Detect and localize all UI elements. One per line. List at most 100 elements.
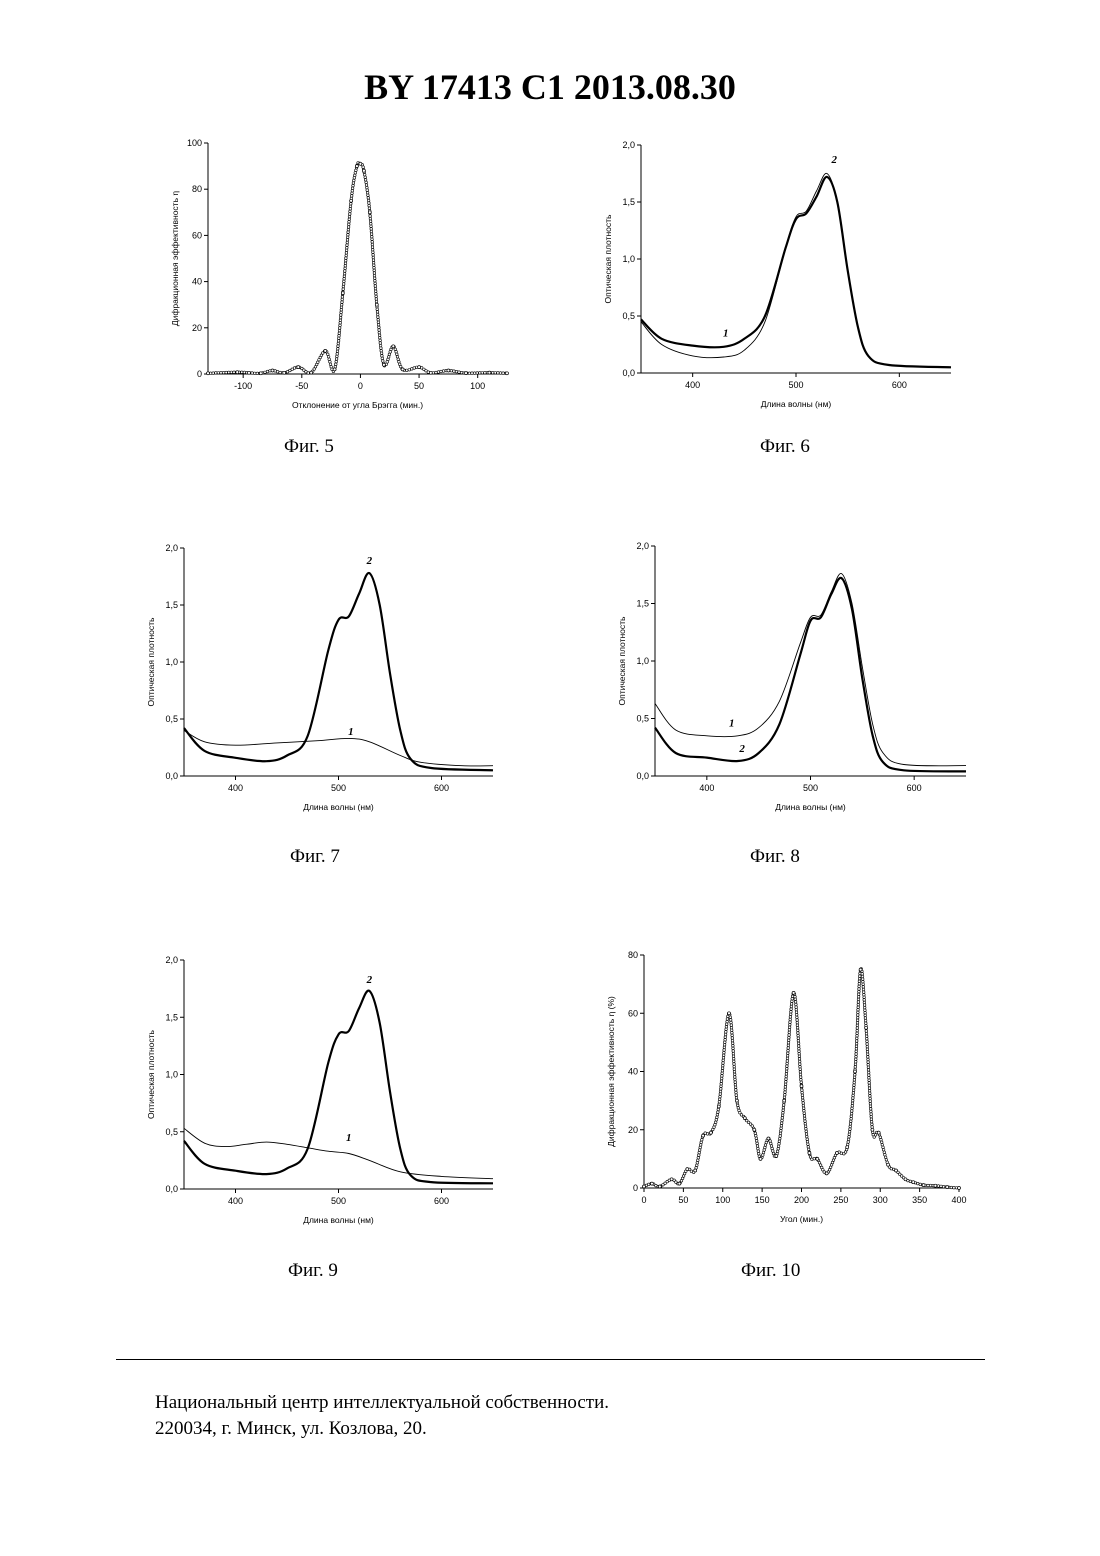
data-point <box>788 1031 791 1034</box>
data-point <box>807 1143 810 1146</box>
data-point <box>724 1041 727 1044</box>
data-point <box>756 1145 759 1148</box>
data-point <box>735 1091 738 1094</box>
data-point <box>866 1040 869 1043</box>
data-point <box>800 1081 803 1084</box>
data-point <box>789 1013 792 1016</box>
data-point <box>848 1130 851 1133</box>
data-point <box>867 1071 870 1074</box>
data-point <box>787 1044 790 1047</box>
data-point <box>722 1062 725 1065</box>
data-point <box>868 1076 871 1079</box>
data-point <box>863 1006 866 1009</box>
data-point <box>852 1089 855 1092</box>
data-point <box>855 1040 858 1043</box>
data-point <box>883 1151 886 1154</box>
data-point <box>781 1114 784 1117</box>
data-point <box>851 1110 854 1113</box>
data-point <box>777 1148 780 1151</box>
data-point <box>735 1089 738 1092</box>
data-point <box>848 1133 851 1136</box>
data-point <box>857 1006 860 1009</box>
data-point <box>785 1073 788 1076</box>
data-point <box>790 1003 793 1006</box>
data-point <box>852 1097 855 1100</box>
data-point <box>869 1102 872 1105</box>
data-point <box>868 1079 871 1082</box>
data-point <box>786 1065 789 1068</box>
y-tick-label: 80 <box>628 950 638 960</box>
data-point <box>853 1081 856 1084</box>
data-point <box>880 1141 883 1144</box>
data-point <box>851 1099 854 1102</box>
data-point <box>801 1089 804 1092</box>
data-point <box>784 1091 787 1094</box>
y-tick-label: 20 <box>628 1125 638 1135</box>
data-point <box>870 1110 873 1113</box>
data-point <box>851 1107 854 1110</box>
data-point <box>787 1047 790 1050</box>
data-point <box>795 1006 798 1009</box>
data-point <box>848 1136 851 1139</box>
data-point <box>721 1075 724 1078</box>
data-point <box>806 1140 809 1143</box>
data-point <box>724 1036 727 1039</box>
data-point <box>804 1120 807 1123</box>
data-point <box>865 1030 868 1033</box>
data-point <box>731 1039 734 1042</box>
x-tick-label: 50 <box>678 1195 688 1205</box>
data-point <box>880 1138 883 1141</box>
data-point <box>797 1029 800 1032</box>
data-point <box>780 1127 783 1130</box>
figure-5-caption: Фиг. 5 <box>284 436 334 458</box>
data-point <box>650 1182 653 1185</box>
data-point <box>790 1008 793 1011</box>
data-point <box>840 1152 843 1155</box>
data-point <box>778 1140 781 1143</box>
data-point <box>849 1125 852 1128</box>
data-point <box>701 1139 704 1142</box>
data-point <box>795 1003 798 1006</box>
data-point <box>696 1164 699 1167</box>
data-point <box>869 1108 872 1111</box>
data-point <box>770 1145 773 1148</box>
data-point <box>754 1132 757 1135</box>
data-point <box>853 1079 856 1082</box>
data-point <box>804 1125 807 1128</box>
data-point <box>658 1185 661 1188</box>
data-point <box>698 1154 701 1157</box>
data-point <box>867 1066 870 1069</box>
data-point <box>863 999 866 1002</box>
data-point <box>700 1141 703 1144</box>
data-point <box>782 1112 785 1115</box>
data-point <box>788 1034 791 1037</box>
data-point <box>731 1037 734 1040</box>
data-point <box>694 1169 697 1172</box>
data-point <box>803 1112 806 1115</box>
data-point <box>794 995 797 998</box>
data-point <box>858 988 861 991</box>
data-point <box>772 1150 775 1153</box>
data-point <box>802 1099 805 1102</box>
data-point <box>863 1004 866 1007</box>
figure-6-caption: Фиг. 6 <box>760 436 810 458</box>
data-point <box>866 1048 869 1051</box>
data-point <box>802 1107 805 1110</box>
data-point <box>855 1053 858 1056</box>
data-point <box>798 1060 801 1063</box>
data-point <box>722 1064 725 1067</box>
data-point <box>851 1102 854 1105</box>
data-point <box>791 1000 794 1003</box>
data-point <box>866 1038 869 1041</box>
data-point <box>795 1014 798 1017</box>
x-tick-label: 200 <box>794 1195 809 1205</box>
data-point <box>734 1081 737 1084</box>
data-point <box>850 1120 853 1123</box>
data-point <box>854 1073 857 1076</box>
data-point <box>887 1163 890 1166</box>
data-point <box>762 1154 765 1157</box>
data-point <box>816 1157 819 1160</box>
data-point <box>802 1102 805 1105</box>
data-point <box>788 1029 791 1032</box>
data-point <box>857 1011 860 1014</box>
